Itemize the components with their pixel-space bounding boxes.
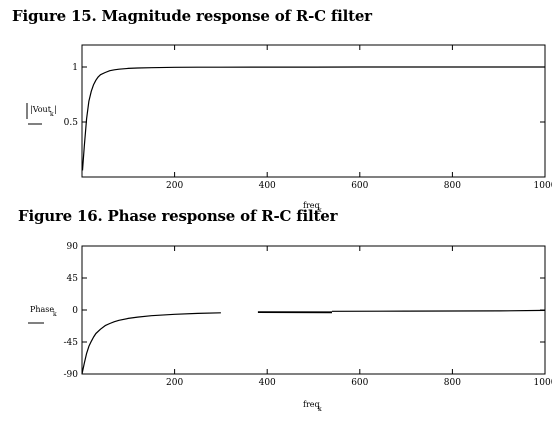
phase-y-tick-label: -90	[64, 370, 79, 380]
figure-16-title: Figure 16. Phase response of R-C filter	[18, 207, 338, 225]
phase-x-label-subscript: k	[318, 406, 322, 413]
magnitude-y-label-subscript: k	[50, 111, 54, 118]
phase-ticks	[82, 245, 546, 375]
phase-series	[81, 309, 546, 375]
phase-y-tick-label: 90	[67, 242, 79, 252]
phase-x-label-text: freq	[303, 400, 320, 409]
phase-y-tick-label: 45	[67, 274, 79, 284]
phase-x-tick-label: 400	[259, 378, 276, 388]
phase-series-line-3	[331, 309, 546, 312]
phase-y-tick-label: 0	[72, 306, 78, 316]
magnitude-x-tick-label: 800	[444, 181, 461, 191]
magnitude-series	[81, 66, 545, 171]
magnitude-y-tick-label: 0.5	[64, 118, 79, 128]
phase-x-tick-label: 800	[444, 378, 461, 388]
phase-plot-frame	[81, 245, 546, 375]
phase-x-axis-label: freq k	[303, 400, 322, 413]
magnitude-x-tick-label: 600	[351, 181, 368, 191]
magnitude-y-label-text: |Vout	[30, 105, 52, 114]
magnitude-y-tick-label: 1	[72, 63, 78, 73]
magnitude-x-tick-label: 400	[259, 181, 276, 191]
phase-y-label-subscript: k	[53, 311, 57, 318]
magnitude-x-axis-label: freq k	[303, 201, 322, 214]
phase-series-line-1	[81, 312, 221, 375]
phase-y-axis-label: Phase k	[28, 305, 57, 324]
magnitude-x-label-subscript: k	[318, 207, 322, 214]
magnitude-series-line-1	[81, 66, 545, 171]
phase-x-tick-label: 600	[351, 378, 368, 388]
magnitude-plot-frame	[81, 44, 546, 178]
phase-y-tick-label: -45	[64, 338, 79, 348]
magnitude-x-tick-label: 200	[166, 181, 183, 191]
figure-15-title: Figure 15. Magnitude response of R-C fil…	[12, 7, 372, 25]
phase-y-label-text: Phase	[30, 305, 54, 314]
magnitude-x-label-text: freq	[303, 201, 320, 210]
phase-x-tick-label: 200	[166, 378, 183, 388]
magnitude-y-axis-label: |Vout k |	[26, 103, 57, 125]
magnitude-y-label-suffix: |	[54, 105, 57, 114]
magnitude-ticks	[82, 45, 546, 177]
